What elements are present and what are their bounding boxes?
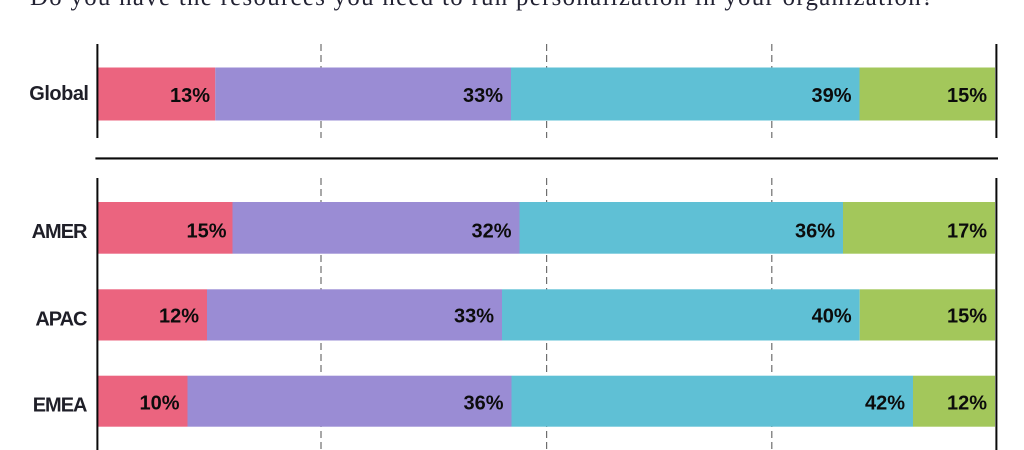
svg-text:Global: Global [29,83,88,105]
svg-text:36%: 36% [463,393,503,415]
svg-text:12%: 12% [159,305,199,327]
svg-text:Do you have the resources you: Do you have the resources you need to ru… [30,0,933,11]
svg-text:15%: 15% [186,220,226,242]
svg-text:33%: 33% [454,305,494,327]
svg-text:40%: 40% [812,305,852,327]
svg-text:36%: 36% [795,220,835,242]
svg-text:39%: 39% [811,85,851,107]
svg-text:42%: 42% [865,393,905,415]
svg-text:APAC: APAC [35,308,87,330]
svg-text:17%: 17% [947,220,987,242]
svg-text:33%: 33% [463,85,503,107]
svg-text:15%: 15% [947,305,987,327]
svg-text:10%: 10% [139,393,179,415]
svg-text:EMEA: EMEA [33,395,87,417]
svg-text:13%: 13% [170,85,210,107]
svg-text:AMER: AMER [32,221,88,243]
svg-text:12%: 12% [947,393,987,415]
svg-text:32%: 32% [471,220,511,242]
svg-text:15%: 15% [947,85,987,107]
